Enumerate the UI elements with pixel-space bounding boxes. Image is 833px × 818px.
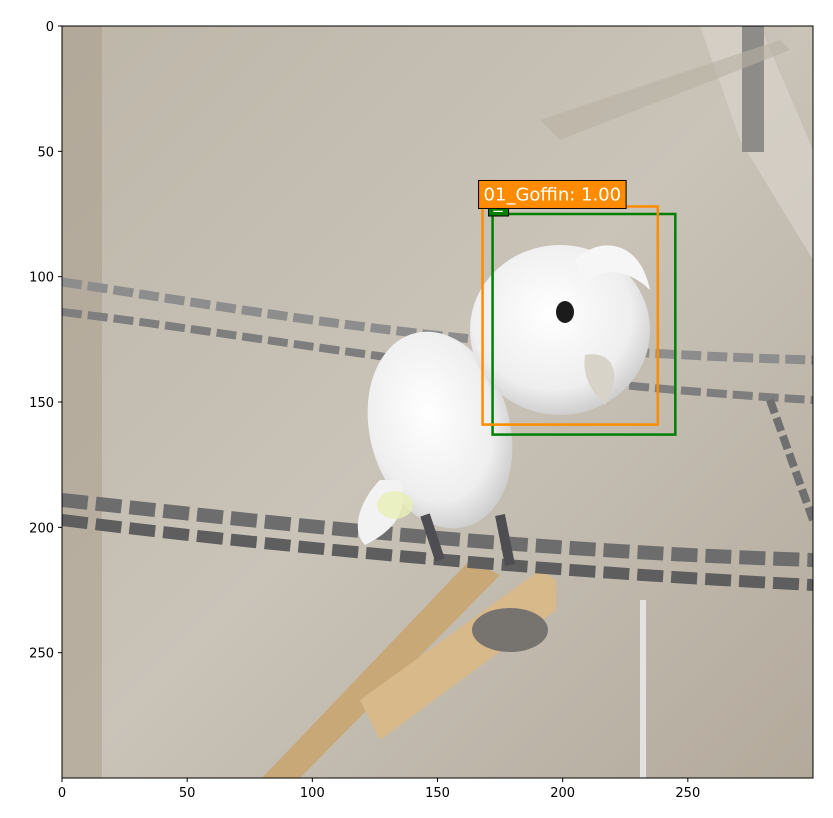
x-tick-label: 150 (425, 786, 450, 801)
x-tick-label: 250 (675, 786, 700, 801)
prediction-label: 01_Goffin: 1.00 (484, 184, 622, 205)
prediction-label-bg (478, 179, 627, 209)
y-tick-label: 0 (46, 20, 54, 35)
y-tick-label: 50 (37, 145, 54, 160)
x-tick-label: 100 (300, 786, 325, 801)
y-tick-label: 250 (29, 647, 54, 662)
ground-truth-box (491, 212, 677, 436)
x-tick-label: 200 (550, 786, 575, 801)
y-tick-label: 200 (29, 521, 54, 536)
y-tick-label: 100 (29, 271, 54, 286)
x-tick-label: 50 (179, 786, 196, 801)
x-axis: 0 50 100 150 200 250 (58, 778, 700, 801)
detections-layer: _01_Goffin: 1.00 (478, 179, 677, 436)
x-tick-label: 0 (58, 786, 66, 801)
y-axis: 0 50 100 150 200 250 (29, 20, 62, 662)
y-tick-label: 150 (29, 396, 54, 411)
cockatoo-photo (62, 26, 813, 778)
